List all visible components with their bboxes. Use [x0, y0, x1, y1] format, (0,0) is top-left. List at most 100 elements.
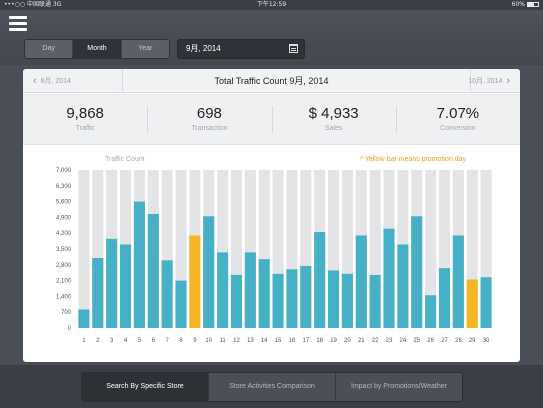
bar[interactable] — [355, 235, 367, 328]
period-day-button[interactable]: Day — [25, 40, 74, 58]
bar-background — [327, 170, 340, 328]
x-tick-label: 19 — [330, 338, 337, 344]
bar[interactable] — [383, 228, 395, 328]
bar[interactable] — [314, 232, 326, 328]
bar-background — [438, 170, 451, 328]
bottom-tabs: Search By Specific Store Store Activitie… — [81, 372, 463, 402]
prev-month-button[interactable]: ‹ 8月, 2014 — [33, 69, 71, 94]
x-tick-label: 20 — [344, 338, 351, 344]
bar[interactable] — [175, 280, 187, 328]
x-tick-label: 14 — [261, 338, 268, 344]
x-tick-label: 2 — [96, 338, 100, 344]
bar-background — [272, 170, 284, 328]
y-tick-label: 4,200 — [56, 231, 72, 237]
bar-promotion-day[interactable] — [466, 279, 478, 328]
next-month-label: 10月, 2014 — [468, 78, 503, 85]
tab-impact-by-promotions-weather[interactable]: Impact by Promotions/Weather — [351, 383, 447, 390]
x-tick-label: 3 — [110, 338, 114, 344]
battery-indicator: 60% — [512, 0, 539, 10]
y-tick-label: 700 — [61, 310, 72, 316]
bar-background — [425, 170, 437, 328]
bar-background — [92, 170, 104, 328]
next-month-button[interactable]: 10月, 2014 › — [468, 69, 510, 94]
bar[interactable] — [411, 216, 423, 328]
bar[interactable] — [438, 268, 451, 328]
y-tick-label: 6,300 — [56, 184, 72, 190]
carrier-text: •••○○ 中国联通 3G — [4, 1, 62, 8]
y-tick-label: 5,600 — [56, 200, 72, 206]
bar[interactable] — [369, 274, 381, 328]
bar-background — [161, 170, 173, 328]
x-tick-label: 4 — [124, 338, 128, 344]
bar[interactable] — [397, 244, 409, 328]
period-selector: Day Month Year — [24, 39, 170, 59]
calendar-icon[interactable] — [289, 44, 298, 53]
bar-background — [341, 170, 353, 328]
x-tick-label: 12 — [233, 338, 240, 344]
y-tick-label: 7,000 — [56, 168, 72, 174]
bar[interactable] — [244, 252, 256, 328]
x-tick-label: 24 — [400, 338, 407, 344]
y-tick-label: 3,500 — [56, 247, 72, 253]
bar-background — [175, 170, 187, 328]
bar[interactable] — [272, 273, 284, 328]
date-picker[interactable]: 9月, 2014 — [177, 39, 305, 59]
bar-background — [244, 170, 256, 328]
bar[interactable] — [480, 277, 492, 328]
bar[interactable] — [341, 273, 353, 328]
kpi-row: 9,868 Traffic 698 Transaction $ 4,933 Sa… — [23, 94, 520, 145]
bar[interactable] — [258, 259, 270, 328]
bar[interactable] — [106, 238, 118, 328]
x-tick-label: 29 — [469, 338, 476, 344]
bar-background — [230, 170, 243, 328]
x-tick-label: 11 — [219, 338, 226, 344]
bar[interactable] — [147, 214, 159, 328]
kpi-sales-label: Sales — [324, 125, 343, 132]
kpi-transaction-value: 698 — [196, 105, 222, 122]
x-tick-label: 21 — [358, 338, 365, 344]
bar-background — [78, 170, 90, 328]
bar[interactable] — [425, 295, 437, 328]
x-tick-label: 7 — [165, 338, 169, 344]
bar[interactable] — [217, 252, 229, 328]
period-year-button[interactable]: Year — [138, 45, 153, 52]
top-bar: Day Month Year 9月, 2014 — [0, 10, 543, 65]
kpi-traffic-label: Traffic — [75, 125, 95, 132]
bar-promotion-day[interactable] — [189, 235, 201, 328]
bar-background — [286, 170, 298, 328]
kpi-sales-value: $ 4,933 — [308, 105, 359, 122]
traffic-card: ‹ 8月, 2014 Total Traffic Count 9月, 2014 … — [23, 69, 520, 362]
bar-background — [217, 170, 229, 328]
kpi-transaction: 698 Transaction — [147, 94, 271, 144]
kpi-conversion-value: 7.07% — [436, 105, 480, 122]
kpi-traffic: 9,868 Traffic — [23, 94, 147, 144]
x-tick-label: 13 — [247, 338, 254, 344]
x-tick-label: 1 — [82, 338, 86, 344]
bar[interactable] — [203, 216, 215, 328]
bar[interactable] — [78, 309, 90, 328]
bar[interactable] — [327, 270, 340, 328]
chevron-left-icon: ‹ — [33, 75, 37, 87]
bar-background — [466, 170, 478, 328]
bar[interactable] — [119, 244, 132, 328]
x-tick-label: 26 — [427, 338, 434, 344]
tab-store-activities-comparison[interactable]: Store Activities Comparison — [209, 373, 336, 401]
kpi-conversion: 7.07% Conversion — [395, 94, 520, 144]
x-tick-label: 23 — [386, 338, 393, 344]
bar[interactable] — [300, 265, 312, 328]
y-tick-label: 0 — [68, 326, 72, 332]
bar[interactable] — [161, 260, 173, 328]
x-tick-label: 25 — [413, 338, 420, 344]
bar[interactable] — [452, 235, 464, 328]
tab-search-by-store[interactable]: Search By Specific Store — [82, 373, 209, 401]
bar[interactable] — [286, 269, 298, 328]
period-month-button[interactable]: Month — [73, 40, 122, 58]
hamburger-menu-icon[interactable] — [9, 16, 27, 32]
status-bar: •••○○ 中国联通 3G 下午12:59 60% — [0, 0, 543, 10]
bar[interactable] — [133, 201, 145, 328]
bar[interactable] — [92, 258, 104, 328]
x-tick-label: 17 — [302, 338, 309, 344]
bar-background — [369, 170, 381, 328]
bar[interactable] — [230, 274, 243, 328]
bar-background — [258, 170, 270, 328]
